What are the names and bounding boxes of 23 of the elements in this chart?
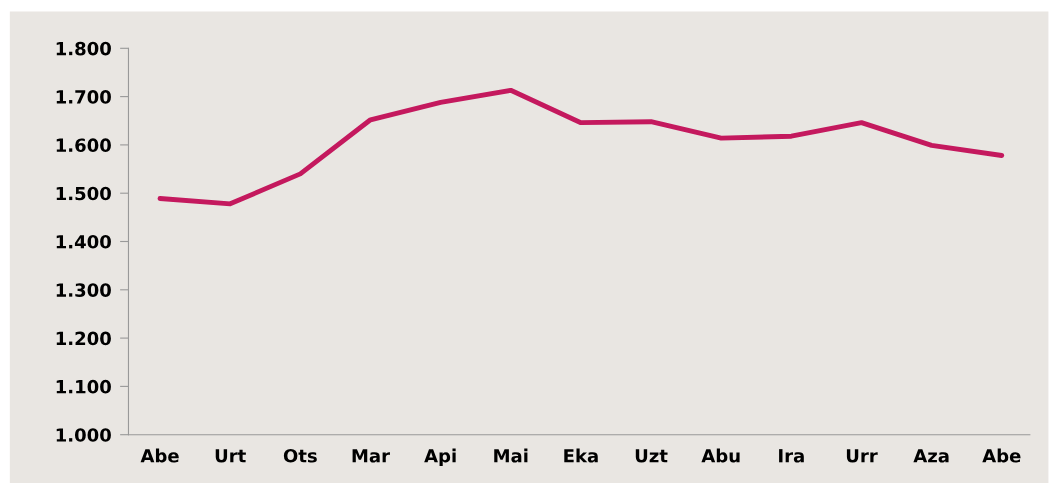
x-tick-label: Abe [982,448,1021,463]
x-tick-label: Urt [215,449,246,463]
x-tick-label: Abu [701,448,740,463]
y-tick-label: 1.000 [56,428,111,442]
x-tick-label: Abe [140,448,179,463]
y-tick-label: 1.500 [56,186,111,201]
line-series [157,87,1005,207]
y-tick-label: 1.400 [56,234,111,249]
x-tick-label: Aza [913,449,949,463]
x-tick-label: Mar [352,449,390,463]
x-tick-label: Api [424,448,456,467]
x-tick-label: Ots [283,448,317,463]
y-tick-label: 1.100 [56,379,111,394]
x-tick-label: Eka [564,448,598,463]
y-tick-label: 1.600 [56,138,111,153]
x-tick-label: Ira [779,449,804,463]
y-tick-label: 1.200 [56,331,111,346]
x-tick-label: Urr [846,449,878,463]
y-tick-label: 1.800 [56,41,111,56]
y-tick-label: 1.300 [56,283,111,297]
x-tick-label: Uzt [635,449,668,463]
y-tick-label: 1.700 [56,90,111,104]
x-tick-label: Mai [494,448,528,463]
